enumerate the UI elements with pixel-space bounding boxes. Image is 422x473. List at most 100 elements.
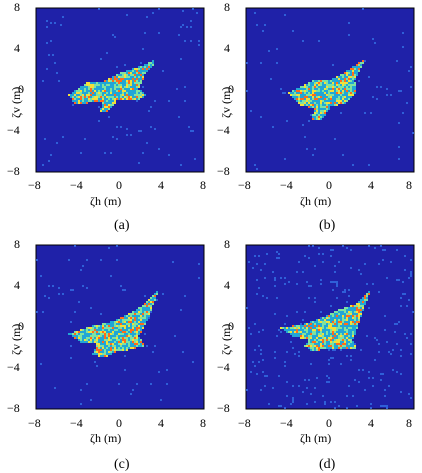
speckle xyxy=(366,299,368,301)
speckle xyxy=(360,311,362,313)
speckle xyxy=(80,102,82,104)
speckle xyxy=(320,339,322,341)
speckle xyxy=(350,321,352,323)
speckle xyxy=(98,100,100,102)
speckle xyxy=(386,407,388,409)
speckle xyxy=(364,303,366,305)
speckle xyxy=(304,88,306,90)
speckle xyxy=(106,104,108,106)
speckle xyxy=(102,100,104,102)
speckle xyxy=(132,88,134,90)
speckle xyxy=(356,74,358,76)
speckle xyxy=(320,102,322,104)
speckle xyxy=(102,104,104,106)
speckle xyxy=(344,100,346,102)
speckle xyxy=(288,281,290,283)
speckle xyxy=(322,82,324,84)
speckle xyxy=(376,339,378,341)
speckle xyxy=(138,315,140,317)
speckle xyxy=(302,327,304,329)
speckle xyxy=(330,249,332,251)
speckle xyxy=(352,331,354,333)
speckle xyxy=(334,86,336,88)
speckle xyxy=(332,86,334,88)
speckle xyxy=(400,297,402,299)
speckle xyxy=(358,369,360,371)
speckle xyxy=(306,86,308,88)
speckle xyxy=(122,84,124,86)
speckle xyxy=(54,22,56,24)
speckle xyxy=(304,333,306,335)
speckle xyxy=(296,94,298,96)
speckle xyxy=(126,134,128,136)
speckle xyxy=(130,70,132,72)
speckle xyxy=(342,325,344,327)
speckle xyxy=(344,347,346,349)
speckle xyxy=(386,88,388,90)
speckle xyxy=(320,112,322,114)
speckle xyxy=(316,82,318,84)
speckle xyxy=(340,335,342,337)
y-tick-c-1: 4 xyxy=(14,278,20,292)
speckle xyxy=(362,307,364,309)
speckle xyxy=(316,345,318,347)
speckle xyxy=(296,327,298,329)
speckle xyxy=(336,347,338,349)
speckle xyxy=(110,106,112,108)
speckle xyxy=(302,337,304,339)
speckle xyxy=(248,327,250,329)
speckle xyxy=(356,315,358,317)
speckle xyxy=(68,333,70,335)
speckle xyxy=(98,82,100,84)
speckle xyxy=(86,102,88,104)
speckle xyxy=(346,78,348,80)
speckle xyxy=(294,333,296,335)
speckle xyxy=(120,78,122,80)
speckle xyxy=(346,313,348,315)
y-tick-b-2: 0 xyxy=(228,82,234,96)
speckle xyxy=(74,311,76,313)
speckle xyxy=(90,84,92,86)
speckle xyxy=(334,100,336,102)
speckle xyxy=(142,305,144,307)
speckle xyxy=(348,341,350,343)
speckle xyxy=(322,343,324,345)
speckle xyxy=(350,78,352,80)
speckle xyxy=(292,397,294,399)
speckle xyxy=(108,88,110,90)
speckle xyxy=(392,369,394,371)
speckle xyxy=(340,339,342,341)
speckle xyxy=(138,329,140,331)
speckle xyxy=(292,401,294,403)
speckle xyxy=(350,70,352,72)
speckle xyxy=(152,64,154,66)
speckle xyxy=(128,325,130,327)
speckle xyxy=(118,78,120,80)
speckle xyxy=(318,247,320,249)
speckle xyxy=(350,325,352,327)
speckle xyxy=(124,64,126,66)
speckle xyxy=(138,345,140,347)
speckle xyxy=(334,317,336,319)
speckle xyxy=(120,337,122,339)
speckle xyxy=(86,383,88,385)
speckle xyxy=(80,339,82,341)
speckle xyxy=(94,88,96,90)
speckle xyxy=(358,309,360,311)
speckle xyxy=(312,349,314,351)
speckle xyxy=(336,323,338,325)
speckle xyxy=(314,321,316,323)
speckle xyxy=(340,313,342,315)
speckle xyxy=(134,321,136,323)
speckle xyxy=(96,341,98,343)
speckle xyxy=(304,136,306,138)
speckle xyxy=(348,86,350,88)
speckle xyxy=(272,387,274,389)
speckle xyxy=(340,317,342,319)
speckle xyxy=(352,94,354,96)
speckle xyxy=(112,339,114,341)
x-tick-labels-b: −8 −4 0 4 8 xyxy=(238,178,412,192)
speckle xyxy=(84,88,86,90)
speckle xyxy=(334,401,336,403)
speckle xyxy=(338,96,340,98)
